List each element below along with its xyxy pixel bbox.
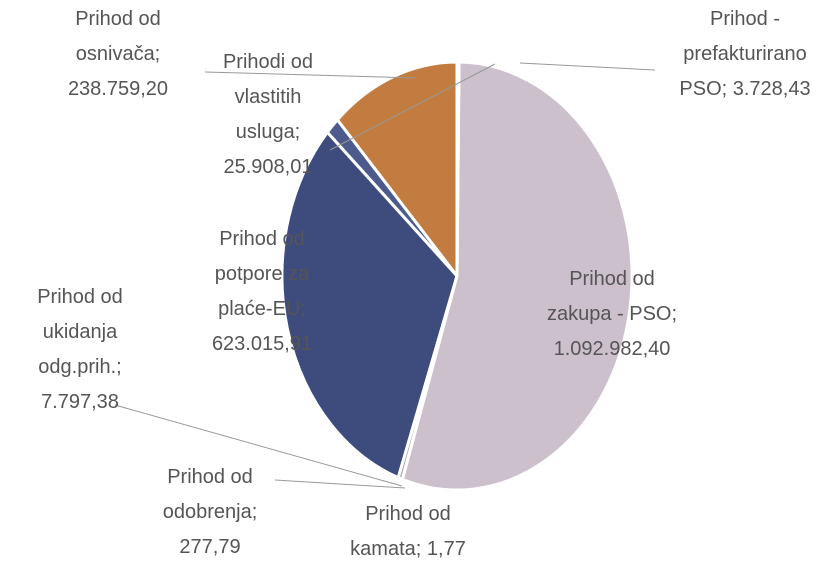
label-value: 7.797,38 — [41, 391, 119, 413]
label-category: Prihodi od vlastitih usluga; — [222, 51, 314, 143]
label-value: 277,79 — [179, 536, 241, 558]
label-category: Prihod od ukidanja odg.prih.; — [37, 286, 123, 378]
label-category: Prihod od odobrenja; — [162, 466, 258, 523]
label-category: Prihod od osnivača; — [75, 8, 161, 65]
data-label: Prihod - prefakturirano PSO; 3.728,43 — [660, 2, 830, 107]
leader-line — [519, 62, 656, 71]
pie-slice — [400, 60, 634, 492]
leader-line — [114, 404, 403, 487]
data-label: Prihod od kamata; 1,77 — [333, 497, 483, 562]
label-category: Prihod od potpore za plaće-EU; — [214, 228, 310, 320]
data-label: Prihod od odobrenja; 277,79 — [150, 460, 270, 562]
data-label: Prihodi od vlastitih usluga; 25.908,01 — [213, 45, 323, 185]
pie-slice — [280, 129, 459, 480]
label-value: 3.728,43 — [732, 78, 811, 100]
pie-slice — [455, 60, 461, 277]
label-value: 623.015,91 — [211, 333, 313, 355]
label-category: Prihod od kamata; — [350, 503, 451, 560]
data-label: Prihod od potpore za plaće-EU; 623.015,9… — [202, 222, 322, 362]
leader-line — [204, 71, 416, 79]
data-label: Prihod od osnivača; 238.759,20 — [53, 2, 183, 107]
leader-line — [329, 63, 496, 151]
data-label: Prihod od zakupa - PSO; 1.092.982,40 — [537, 262, 687, 367]
label-value: 25.908,01 — [223, 156, 313, 178]
label-category: Prihod - prefakturirano PSO; — [679, 8, 807, 100]
label-value: 1.092.982,40 — [553, 338, 671, 360]
label-category: Prihod od zakupa - PSO; — [546, 268, 678, 325]
leader-line — [274, 479, 406, 489]
data-label: Prihod od ukidanja odg.prih.; 7.797,38 — [25, 280, 135, 420]
label-value: 1,77 — [426, 538, 466, 560]
label-value: 238.759,20 — [67, 78, 169, 100]
